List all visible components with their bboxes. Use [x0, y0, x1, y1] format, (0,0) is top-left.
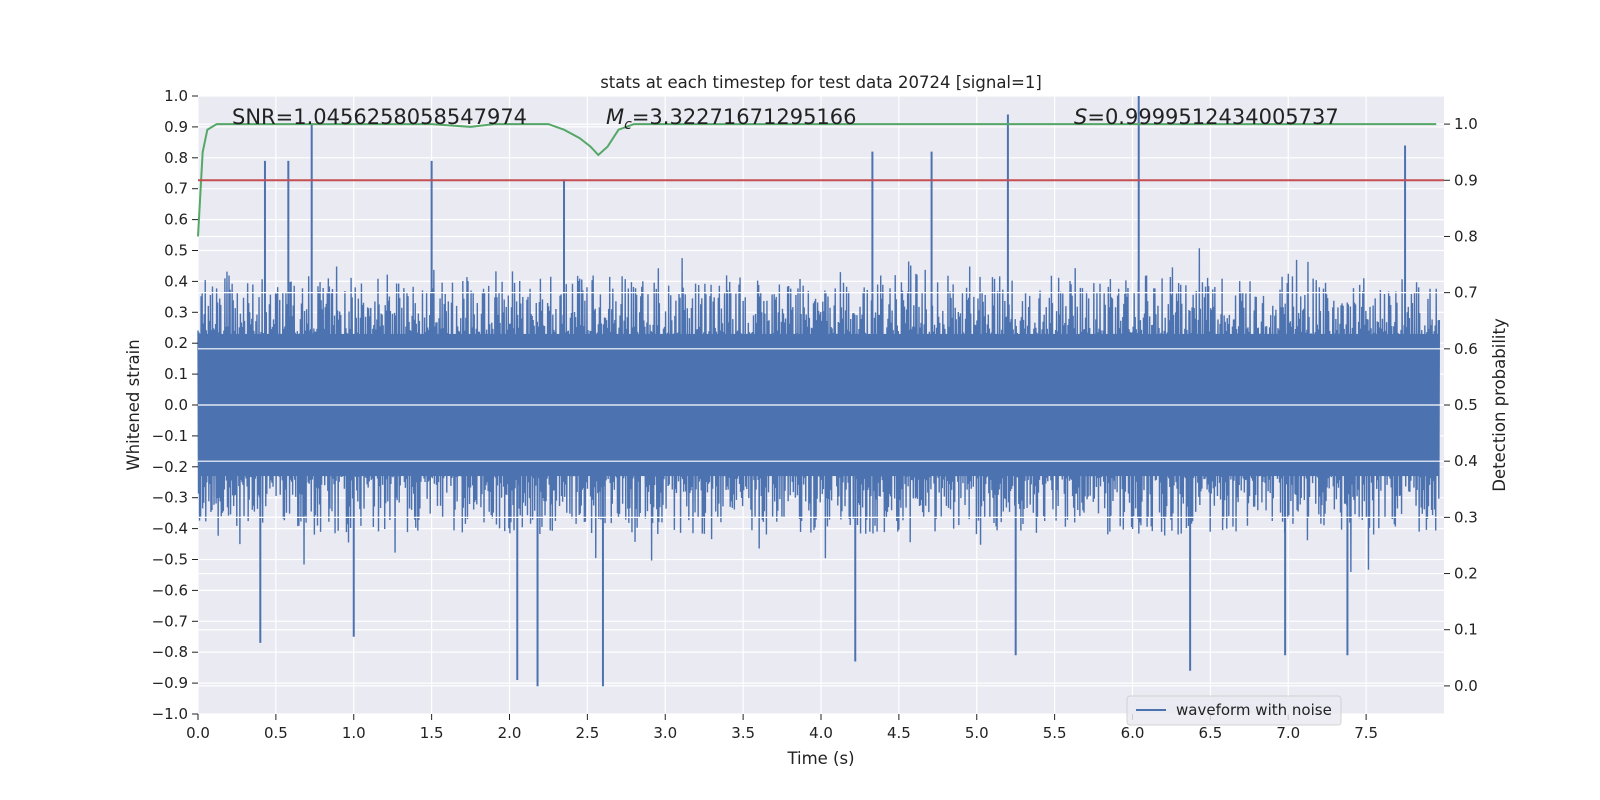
legend-box [1126, 695, 1342, 726]
x-tick-label: 3.5 [731, 724, 755, 742]
chirp-mass-annotation: Mc=3.32271671295166 [606, 105, 857, 133]
y-right-tick-label: 0.2 [1454, 565, 1478, 583]
y-left-tick-label: −0.1 [152, 427, 188, 445]
y-right-tick-label: 0.6 [1454, 340, 1478, 358]
y-left-tick-label: 0.8 [164, 149, 188, 167]
x-tick-label: 2.0 [498, 724, 522, 742]
y-right-tick-label: 0.7 [1454, 284, 1478, 302]
y-left-tick-label: 0.6 [164, 211, 188, 229]
chirp-mass-symbol: M [606, 105, 624, 129]
y-left-tick-label: 0.3 [164, 303, 188, 321]
x-tick-label: 5.0 [965, 724, 989, 742]
y-left-tick-label: 0.2 [164, 334, 188, 352]
y-left-tick-label: −0.4 [152, 520, 188, 538]
y-right-tick-label: 0.9 [1454, 171, 1478, 189]
y-right-tick-label: 1.0 [1454, 115, 1478, 133]
x-tick-label: 1.5 [420, 724, 444, 742]
y-right-tick-label: 0.0 [1454, 677, 1478, 695]
x-tick-label: 4.5 [887, 724, 911, 742]
x-tick-label: 0.0 [186, 724, 210, 742]
y-left-tick-label: 0.4 [164, 272, 188, 290]
y-axis-right-label: Detection probability [1490, 318, 1509, 492]
y-left-tick-label: −0.8 [152, 643, 188, 661]
snr-annotation: SNR=1.0456258058547974 [232, 105, 527, 129]
x-tick-label: 0.5 [264, 724, 288, 742]
y-right-tick-label: 0.8 [1454, 227, 1478, 245]
x-tick-label: 2.5 [575, 724, 599, 742]
legend-label: waveform with noise [1176, 701, 1332, 719]
chirp-mass-subscript: c [624, 117, 632, 133]
y-left-tick-label: −0.6 [152, 581, 188, 599]
s-value: =0.9999512434005737 [1087, 105, 1338, 129]
s-annotation: S=0.9999512434005737 [1074, 105, 1339, 129]
x-tick-label: 3.0 [653, 724, 677, 742]
y-left-tick-label: −0.2 [152, 458, 188, 476]
y-left-tick-label: −1.0 [152, 705, 188, 723]
x-tick-label: 1.0 [342, 724, 366, 742]
y-right-tick-label: 0.3 [1454, 508, 1478, 526]
y-left-tick-label: 1.0 [164, 87, 188, 105]
y-right-tick-label: 0.4 [1454, 452, 1478, 470]
chart-title: stats at each timestep for test data 207… [600, 73, 1042, 92]
x-tick-label: 7.0 [1276, 724, 1300, 742]
y-right-tick-label: 0.5 [1454, 396, 1478, 414]
y-left-tick-label: −0.9 [152, 674, 188, 692]
y-left-tick-label: −0.5 [152, 551, 188, 569]
y-left-tick-label: 0.5 [164, 242, 188, 260]
y-left-tick-label: −0.3 [152, 489, 188, 507]
x-tick-label: 6.0 [1121, 724, 1145, 742]
s-symbol: S [1074, 105, 1087, 129]
y-left-tick-label: 0.1 [164, 365, 188, 383]
x-tick-label: 5.5 [1043, 724, 1067, 742]
probability-line [197, 123, 1437, 237]
x-tick-label: 7.5 [1354, 724, 1378, 742]
chirp-mass-value: =3.32271671295166 [632, 105, 857, 129]
y-axis-left-label: Whitened strain [124, 339, 143, 470]
legend: waveform with noise [1126, 695, 1342, 726]
y-right-tick-label: 0.1 [1454, 621, 1478, 639]
x-tick-label: 6.5 [1198, 724, 1222, 742]
y-left-tick-label: 0.0 [164, 396, 188, 414]
x-axis-label: Time (s) [786, 749, 854, 768]
y-left-tick-label: −0.7 [152, 612, 188, 630]
y-left-tick-label: 0.7 [164, 180, 188, 198]
y-left-tick-label: 0.9 [164, 118, 188, 136]
series-layer [197, 96, 1444, 687]
ticks: 0.0 0.5 1.0 1.5 2.0 2.5 3.0 3.5 4.0 4.5 5.0 5.5 6.0 6… [152, 87, 1478, 742]
x-tick-label: 4.0 [809, 724, 833, 742]
